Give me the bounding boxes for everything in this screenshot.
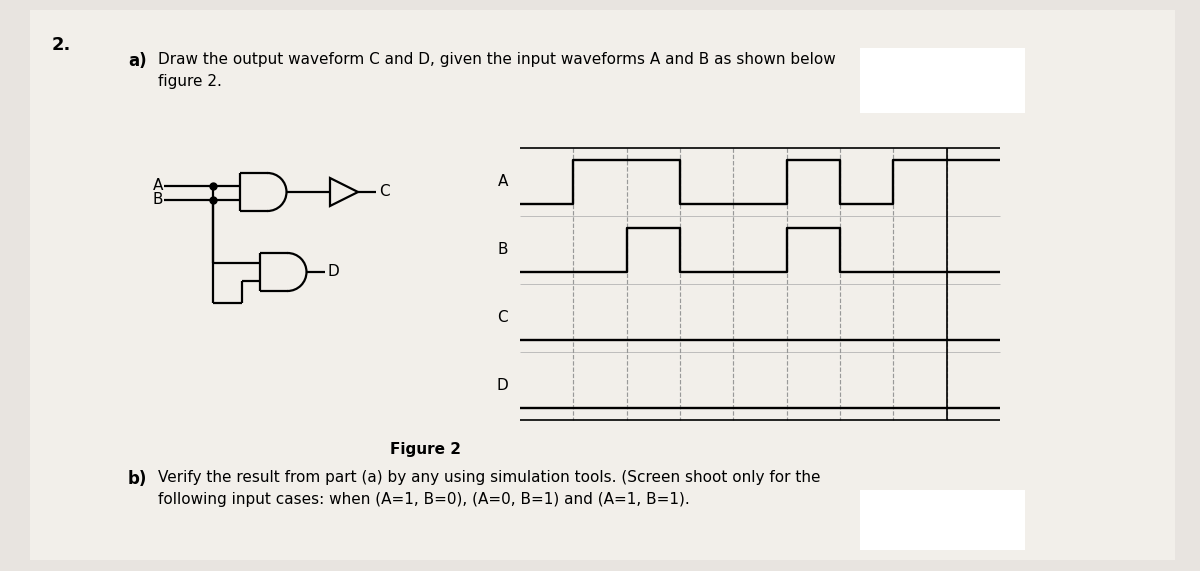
Text: following input cases: when (A=1, B=0), (A=0, B=1) and (A=1, B=1).: following input cases: when (A=1, B=0), …: [158, 492, 690, 507]
Bar: [860, 48, 1025, 113]
Text: Verify the result from part (a) by any using simulation tools. (Screen shoot onl: Verify the result from part (a) by any u…: [158, 470, 821, 485]
Text: D: D: [328, 264, 340, 279]
Text: C: C: [497, 311, 508, 325]
Text: 2.: 2.: [52, 36, 71, 54]
Text: b): b): [128, 470, 148, 488]
Text: A: A: [498, 175, 508, 190]
Text: a): a): [128, 52, 146, 70]
Text: A: A: [152, 179, 163, 194]
Bar: [860, 490, 1025, 550]
Text: Figure 2: Figure 2: [390, 442, 461, 457]
Text: Draw the output waveform C and D, given the input waveforms A and B as shown bel: Draw the output waveform C and D, given …: [158, 52, 835, 67]
Text: B: B: [152, 192, 163, 207]
Text: figure 2.: figure 2.: [158, 74, 222, 89]
Text: D: D: [497, 379, 508, 393]
Text: B: B: [498, 243, 508, 258]
Text: C: C: [379, 184, 390, 199]
